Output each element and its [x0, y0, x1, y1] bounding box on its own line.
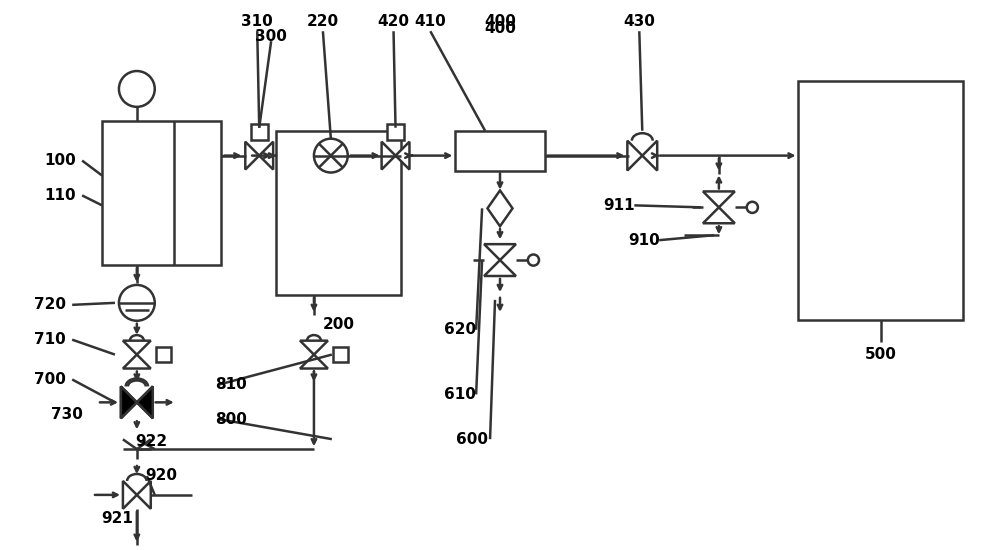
Polygon shape	[123, 355, 151, 368]
Text: 720: 720	[34, 298, 66, 312]
Polygon shape	[137, 481, 151, 509]
Text: 430: 430	[623, 14, 655, 29]
Text: 922: 922	[136, 433, 168, 449]
Text: 400: 400	[484, 14, 516, 29]
Bar	[156, 347, 171, 362]
Text: 600: 600	[456, 432, 488, 447]
Text: 710: 710	[34, 332, 66, 347]
Polygon shape	[123, 481, 137, 509]
Polygon shape	[484, 260, 516, 276]
Circle shape	[119, 285, 155, 321]
Polygon shape	[627, 141, 642, 170]
Text: 620: 620	[444, 322, 476, 337]
Polygon shape	[121, 387, 137, 418]
Text: 700: 700	[34, 372, 66, 387]
Text: 100: 100	[44, 153, 76, 168]
Text: 730: 730	[51, 407, 83, 422]
Bar	[102, 121, 221, 265]
Polygon shape	[259, 142, 273, 169]
Text: 500: 500	[865, 347, 897, 362]
Bar	[387, 124, 404, 140]
Bar	[276, 131, 401, 295]
Text: 920: 920	[146, 469, 178, 483]
Text: 410: 410	[414, 14, 446, 29]
Polygon shape	[121, 387, 137, 418]
Polygon shape	[137, 387, 153, 418]
Polygon shape	[703, 191, 735, 207]
Polygon shape	[382, 142, 396, 169]
Polygon shape	[703, 207, 735, 223]
Bar	[455, 131, 545, 170]
Text: 420: 420	[378, 14, 410, 29]
Polygon shape	[123, 340, 151, 355]
Text: 300: 300	[255, 29, 287, 43]
Text: 200: 200	[322, 317, 354, 332]
Polygon shape	[300, 355, 328, 368]
Bar	[798, 81, 963, 320]
Circle shape	[119, 71, 155, 107]
Bar	[333, 347, 348, 362]
Text: 310: 310	[241, 14, 273, 29]
Text: 921: 921	[101, 512, 133, 526]
Polygon shape	[137, 387, 153, 418]
Polygon shape	[642, 141, 657, 170]
Circle shape	[314, 139, 348, 173]
Text: 810: 810	[215, 377, 247, 392]
Polygon shape	[396, 142, 409, 169]
Polygon shape	[487, 190, 513, 226]
Circle shape	[528, 255, 539, 266]
Text: 400: 400	[484, 21, 516, 36]
Bar	[251, 124, 268, 140]
Text: 911: 911	[604, 198, 635, 213]
Text: 610: 610	[444, 387, 476, 402]
Text: 800: 800	[215, 412, 247, 427]
Polygon shape	[300, 340, 328, 355]
Polygon shape	[484, 244, 516, 260]
Text: 910: 910	[628, 233, 660, 248]
Text: 110: 110	[44, 188, 76, 203]
Circle shape	[747, 202, 758, 213]
Text: 220: 220	[307, 14, 339, 29]
Polygon shape	[245, 142, 259, 169]
